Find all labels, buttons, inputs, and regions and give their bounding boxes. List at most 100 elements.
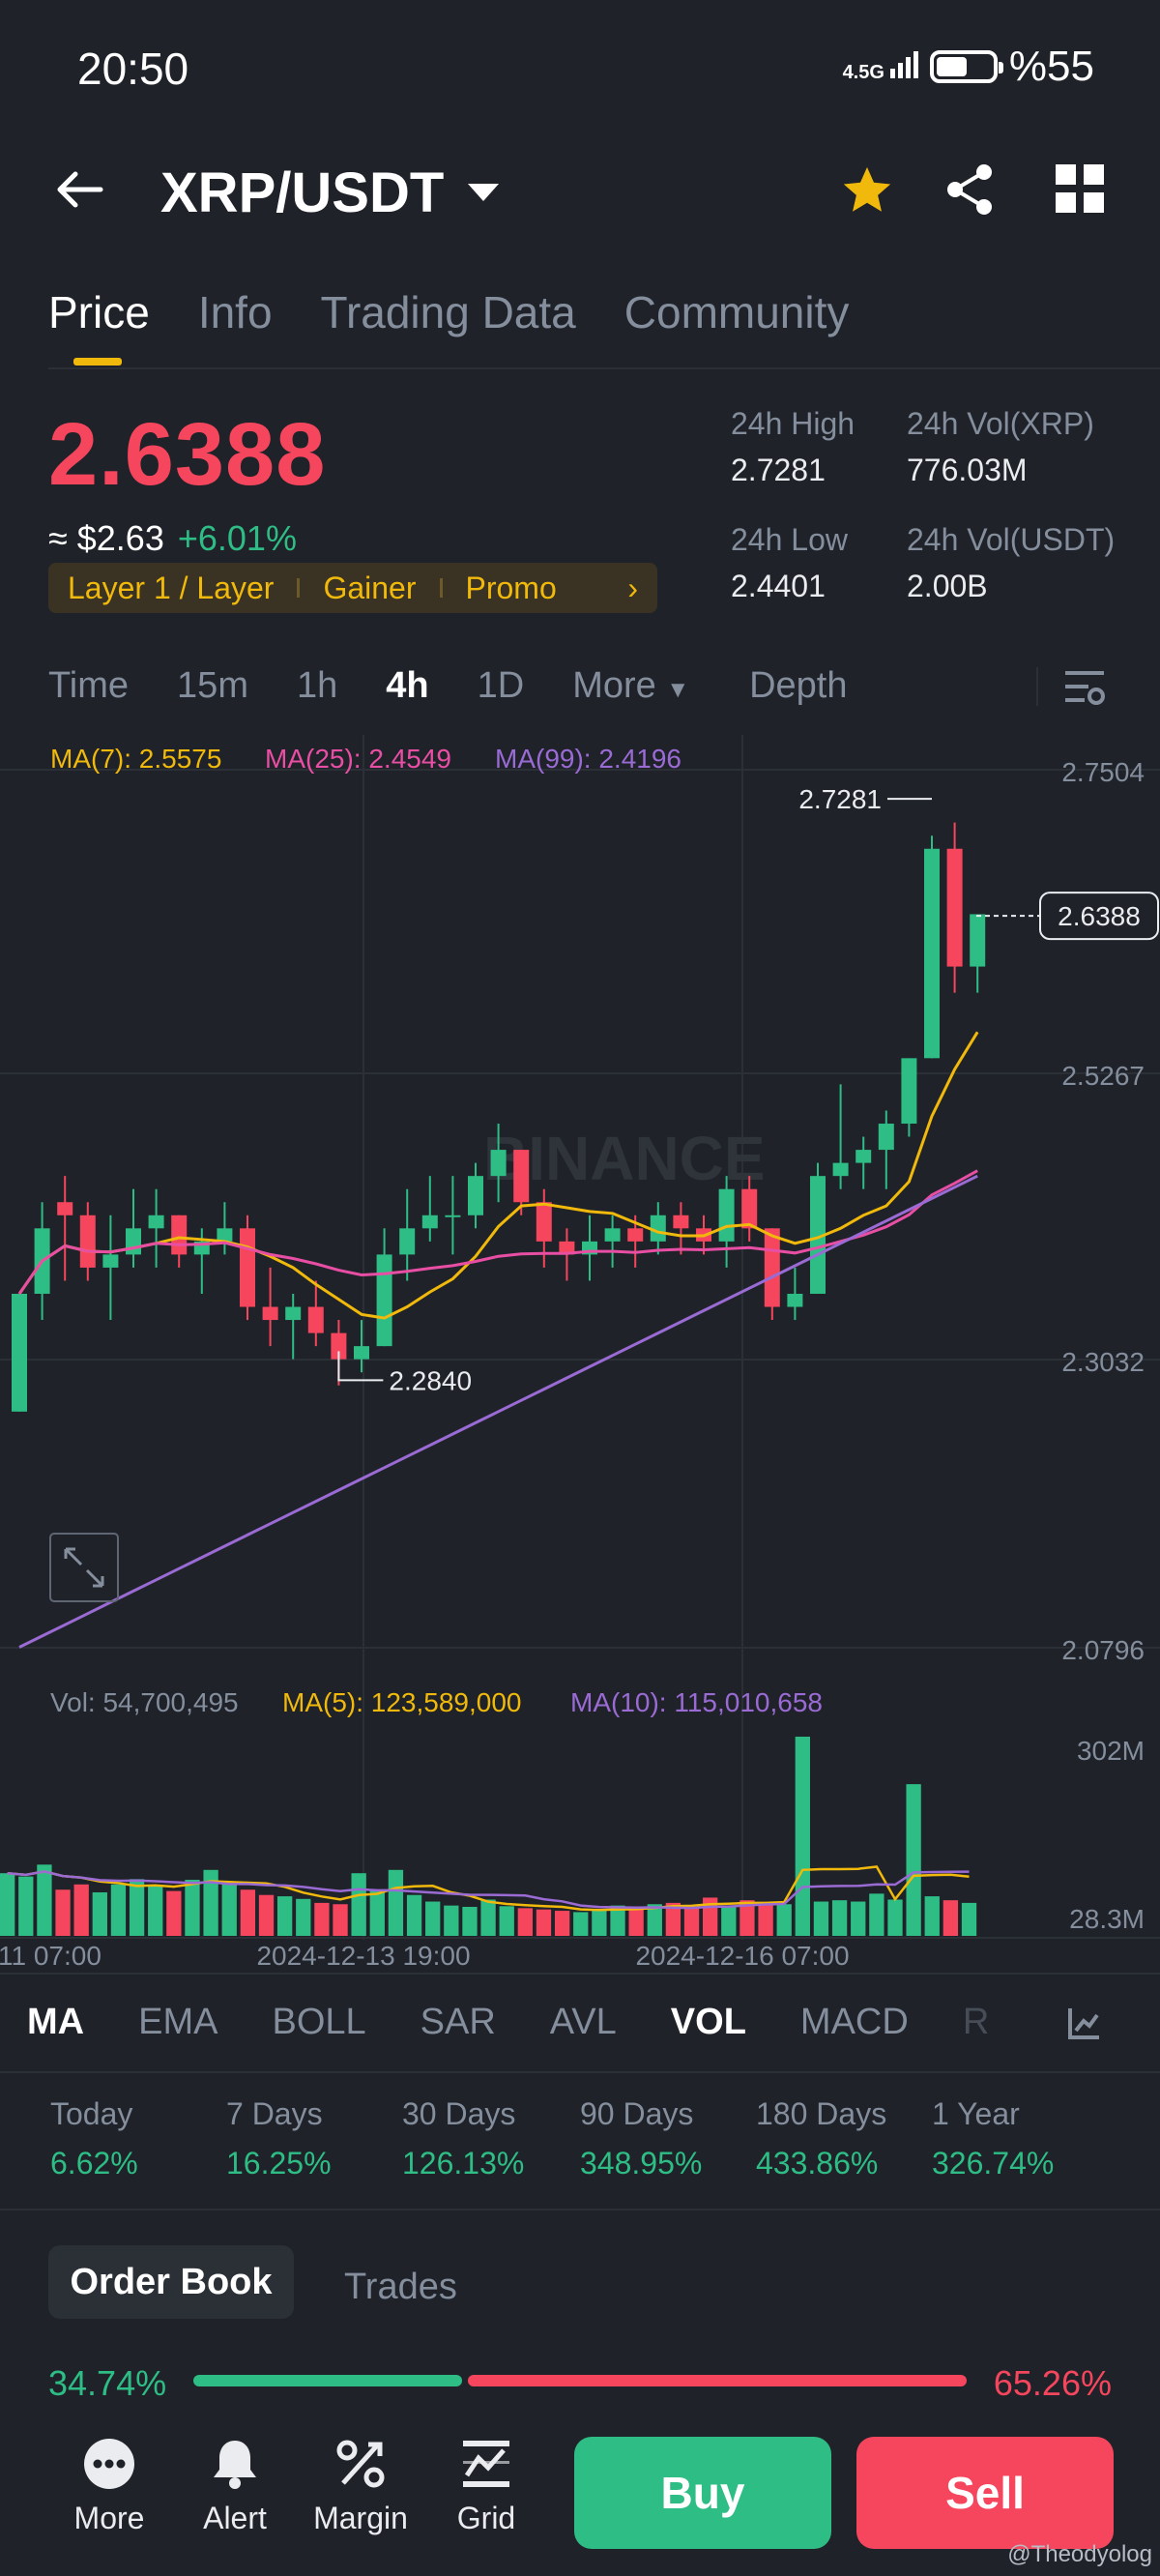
candle: [102, 1254, 119, 1268]
interval-4h[interactable]: 4h: [386, 665, 429, 706]
interval-15m[interactable]: 15m: [177, 665, 248, 706]
buy-ratio-percent: 34.74%: [48, 2363, 167, 2403]
tag-promo[interactable]: Promo: [465, 570, 557, 605]
candle: [285, 1306, 302, 1321]
volume-ma5-line: [7, 1865, 970, 1912]
volume-bar: [942, 1900, 959, 1936]
volume-bar: [647, 1904, 662, 1936]
indicator-sar[interactable]: SAR: [420, 2002, 496, 2042]
volume-bar: [55, 1889, 71, 1936]
star-icon[interactable]: [839, 162, 895, 219]
stat-high-value: 2.7281: [731, 453, 826, 487]
stat-vol-base-value: 776.03M: [907, 453, 1028, 487]
candle: [627, 1228, 644, 1242]
share-icon[interactable]: [943, 162, 998, 217]
candle: [57, 1202, 73, 1215]
battery-percent: %55: [1008, 43, 1094, 90]
depth-tab[interactable]: Depth: [749, 665, 848, 706]
tag-gainer[interactable]: Gainer: [323, 570, 417, 605]
nav-grid-label: Grid: [456, 2501, 516, 2535]
volume-ma10-line: [7, 1870, 970, 1910]
indicator-macd[interactable]: MACD: [799, 2002, 909, 2042]
indicator-ema[interactable]: EMA: [138, 2002, 218, 2042]
price-chart[interactable]: BINANCE MA(7): 2.5575 MA(25): 2.4549 MA(99)…: [0, 735, 1160, 1982]
volume-bar: [18, 1876, 34, 1936]
candle: [79, 1215, 96, 1268]
interval-1h[interactable]: 1h: [296, 665, 338, 706]
back-arrow-icon[interactable]: [52, 162, 106, 217]
volume-bar: [480, 1899, 496, 1936]
perf-180-days: 180 Days 433.86%: [756, 2096, 887, 2181]
indicator-avl[interactable]: AVL: [549, 2002, 617, 2042]
divider: [48, 367, 1160, 369]
battery-icon: [929, 50, 1003, 83]
candle: [832, 1162, 849, 1177]
sell-button[interactable]: Sell: [856, 2437, 1114, 2549]
expand-chart-icon[interactable]: [49, 1533, 119, 1602]
volume-ma5-legend: MA(5): 123,589,000: [282, 1687, 522, 1717]
tab-order-book[interactable]: Order Book: [48, 2245, 294, 2319]
volume-bar: [37, 1864, 52, 1936]
time-axis-label: 2024-12-16 07:00: [635, 1941, 849, 1971]
candle: [787, 1293, 803, 1307]
interval-time[interactable]: Time: [48, 665, 130, 706]
volume-bar: [499, 1906, 514, 1936]
candle: [12, 1293, 27, 1412]
candle: [604, 1228, 621, 1242]
candle: [513, 1150, 530, 1203]
candle: [240, 1228, 255, 1307]
volume-bar: [221, 1883, 237, 1936]
volume-bar: [517, 1908, 534, 1936]
fiat-line: ≈ $2.63 +6.01%: [48, 518, 297, 559]
stat-vol-quote-value: 2.00B: [907, 569, 988, 603]
indicator-vol[interactable]: VOL: [670, 2002, 746, 2042]
volume-axis-label: 28.3M: [1069, 1904, 1145, 1934]
grid-icon[interactable]: [1056, 164, 1104, 213]
interval-more[interactable]: More ▼: [572, 665, 689, 707]
nav-alert[interactable]: Alert: [182, 2437, 288, 2536]
indicator-r[interactable]: R: [962, 2002, 990, 2042]
candle: [376, 1254, 392, 1347]
tab-info[interactable]: Info: [197, 287, 273, 337]
nav-margin[interactable]: Margin: [307, 2437, 414, 2536]
tab-community[interactable]: Community: [624, 287, 850, 337]
stat-low-value: 2.4401: [731, 569, 826, 603]
candle: [764, 1228, 780, 1307]
volume-bar: [610, 1905, 625, 1936]
candle: [856, 1150, 872, 1163]
caret-down-icon[interactable]: [468, 184, 499, 201]
indicator-bar: MA EMA BOLL SAR AVL VOL MACD R: [27, 2002, 989, 2043]
interval-1d[interactable]: 1D: [477, 665, 525, 706]
nav-grid[interactable]: Grid: [433, 2437, 539, 2536]
tag-bar[interactable]: Layer 1 / Layer Gainer Promo ›: [48, 563, 657, 613]
candle: [445, 1215, 461, 1217]
buy-button[interactable]: Buy: [574, 2437, 831, 2549]
volume-bar: [314, 1902, 330, 1936]
tag-layer[interactable]: Layer 1 / Layer: [68, 570, 275, 605]
tab-trading-data[interactable]: Trading Data: [320, 287, 576, 337]
ma99-line: [18, 1174, 978, 1649]
status-indicators: 4.5G %55: [843, 43, 1094, 91]
volume-bar: [462, 1906, 478, 1936]
indicator-boll[interactable]: BOLL: [272, 2002, 366, 2042]
fiat-price: ≈ $2.63: [48, 518, 164, 558]
status-time: 20:50: [77, 44, 189, 94]
pair-title[interactable]: XRP/USDT: [160, 161, 445, 224]
indicator-ma[interactable]: MA: [27, 2002, 85, 2042]
candle: [741, 1188, 758, 1229]
indicator-settings-icon[interactable]: [1067, 2005, 1102, 2040]
tab-price[interactable]: Price: [48, 287, 150, 337]
volume-bar: [444, 1905, 459, 1936]
candle: [490, 1150, 507, 1177]
nav-alert-label: Alert: [203, 2501, 267, 2535]
candle: [946, 848, 963, 967]
high-marker-label: 2.7281: [798, 784, 882, 814]
perf-90-days: 90 Days 348.95%: [580, 2096, 703, 2181]
chart-settings-icon[interactable]: [1063, 667, 1106, 710]
nav-more[interactable]: More: [56, 2437, 162, 2536]
price-axis-label: 2.0796: [1061, 1635, 1145, 1665]
divider: [0, 2209, 1160, 2210]
candle: [901, 1058, 917, 1125]
tab-trades[interactable]: Trades: [344, 2267, 457, 2307]
more-dots-icon: [84, 2439, 134, 2489]
